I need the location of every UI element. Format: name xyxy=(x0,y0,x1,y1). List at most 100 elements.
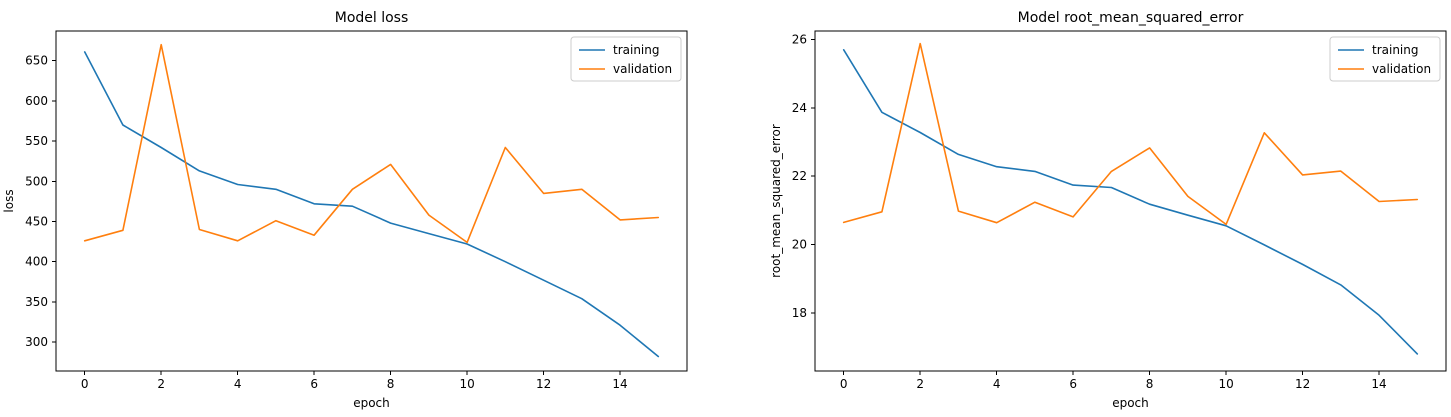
data-point-training xyxy=(122,124,124,126)
x-tick-label: 8 xyxy=(387,377,395,391)
legend: training validation xyxy=(570,36,682,82)
data-point-validation xyxy=(957,210,959,212)
y-tick-label: 650 xyxy=(25,54,48,68)
data-point-validation xyxy=(275,220,277,222)
legend-box xyxy=(1329,36,1441,82)
data-point-training xyxy=(1034,170,1036,172)
x-tick-label: 10 xyxy=(459,377,474,391)
y-tick-label: 26 xyxy=(792,33,807,47)
data-point-validation xyxy=(504,146,506,148)
plot-frame xyxy=(55,30,688,372)
data-point-validation xyxy=(198,228,200,230)
y-tick-label: 24 xyxy=(792,101,807,115)
data-point-validation xyxy=(389,163,391,165)
series-line-validation xyxy=(842,42,1419,226)
data-point-training xyxy=(619,324,621,326)
data-point-training xyxy=(1110,186,1112,188)
data-point-validation xyxy=(1187,195,1189,197)
series-line-training xyxy=(83,51,660,358)
data-point-validation xyxy=(428,214,430,216)
legend-label-validation: validation xyxy=(613,62,672,76)
data-point-validation xyxy=(542,192,544,194)
y-tick-label: 18 xyxy=(792,306,807,320)
chart-title: Model loss xyxy=(335,10,409,26)
x-axis-label: epoch xyxy=(1112,396,1149,410)
x-tick-label: 2 xyxy=(916,377,924,391)
data-point-training xyxy=(843,49,845,51)
data-point-training xyxy=(160,146,162,148)
data-point-training xyxy=(542,279,544,281)
data-point-validation xyxy=(619,219,621,221)
y-tick-label: 350 xyxy=(25,295,48,309)
data-point-training xyxy=(657,355,659,357)
data-point-validation xyxy=(996,222,998,224)
data-point-training xyxy=(504,261,506,263)
data-point-training xyxy=(1378,314,1380,316)
data-point-validation xyxy=(1225,223,1227,225)
series-line-training xyxy=(842,48,1419,355)
data-point-training xyxy=(428,232,430,234)
data-point-validation xyxy=(84,240,86,242)
data-point-training xyxy=(1187,214,1189,216)
x-tick-label: 8 xyxy=(1146,377,1154,391)
x-tick-label: 14 xyxy=(1371,377,1386,391)
data-point-validation xyxy=(1034,201,1036,203)
data-point-training xyxy=(581,298,583,300)
data-point-validation xyxy=(581,188,583,190)
data-point-training xyxy=(1340,284,1342,286)
data-point-validation xyxy=(1148,147,1150,149)
data-point-training xyxy=(313,203,315,205)
legend-label-validation: validation xyxy=(1372,62,1431,76)
x-tick-label: 6 xyxy=(1069,377,1077,391)
data-point-training xyxy=(237,183,239,185)
y-tick-label: 400 xyxy=(25,255,48,269)
data-point-training xyxy=(1072,184,1074,186)
y-axis-label: loss xyxy=(2,189,16,212)
data-point-validation xyxy=(466,241,468,243)
data-point-training xyxy=(351,205,353,207)
y-tick-label: 600 xyxy=(25,94,48,108)
x-axis-label: epoch xyxy=(353,396,390,410)
y-tick-label: 20 xyxy=(792,238,807,252)
x-tick-label: 6 xyxy=(310,377,318,391)
data-point-validation xyxy=(919,42,921,44)
data-point-training xyxy=(1148,203,1150,205)
data-point-training xyxy=(1416,353,1418,355)
chart-1: Model loss 0 2 4 6 8 10 12 14 300 350 400 450 500 550 6… xyxy=(2,10,688,410)
y-tick-label: 300 xyxy=(25,335,48,349)
x-tick-label: 2 xyxy=(157,377,165,391)
plot-frame xyxy=(814,30,1447,372)
data-point-training xyxy=(919,131,921,133)
data-point-validation xyxy=(843,221,845,223)
legend-box xyxy=(570,36,682,82)
x-tick-label: 10 xyxy=(1218,377,1233,391)
data-point-training xyxy=(389,222,391,224)
x-tick-label: 0 xyxy=(840,377,848,391)
data-point-training xyxy=(881,111,883,113)
y-axis-label: root_mean_squared_error xyxy=(769,124,783,278)
legend: training validation xyxy=(1329,36,1441,82)
x-tick-label: 0 xyxy=(81,377,89,391)
data-point-validation xyxy=(351,188,353,190)
data-point-validation xyxy=(881,211,883,213)
data-point-validation xyxy=(1416,198,1418,200)
data-point-validation xyxy=(237,240,239,242)
x-tick-label: 14 xyxy=(612,377,627,391)
data-point-training xyxy=(957,153,959,155)
data-point-validation xyxy=(1340,170,1342,172)
legend-label-training: training xyxy=(1372,43,1419,57)
data-point-training xyxy=(198,170,200,172)
data-point-validation xyxy=(1110,170,1112,172)
x-tick-label: 12 xyxy=(1295,377,1310,391)
series-line-validation xyxy=(83,43,660,244)
y-tick-label: 450 xyxy=(25,214,48,228)
y-tick-label: 22 xyxy=(792,169,807,183)
data-point-validation xyxy=(160,44,162,46)
data-point-validation xyxy=(1301,174,1303,176)
data-point-validation xyxy=(313,234,315,236)
data-point-training xyxy=(275,188,277,190)
y-tick-label: 500 xyxy=(25,174,48,188)
